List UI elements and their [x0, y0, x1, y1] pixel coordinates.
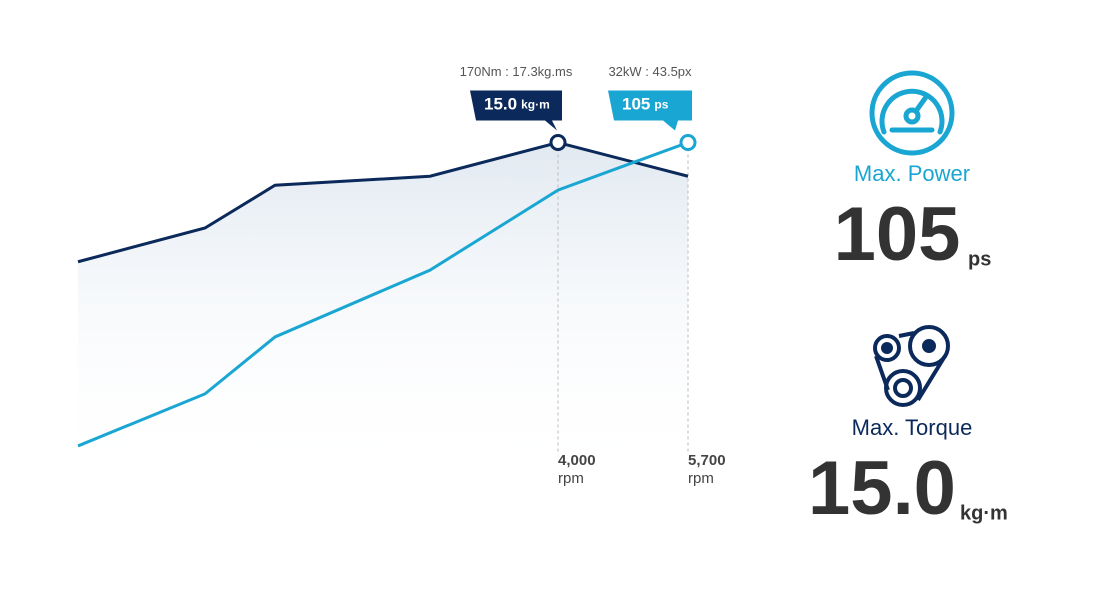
spec-unit: ps	[968, 248, 991, 270]
callout-value: 105 ps	[622, 95, 669, 114]
spec-label: Max. Power	[854, 161, 970, 186]
power-icon	[869, 70, 955, 156]
peak-note: 32kW : 43.5px	[608, 64, 692, 79]
callout-unit: kg·m	[521, 98, 550, 112]
x-unit-label: rpm	[558, 470, 584, 487]
spec-value: 105	[834, 192, 961, 277]
callout-box	[470, 90, 562, 131]
area-fill	[78, 142, 688, 480]
series-line	[77, 141, 689, 448]
peak-marker	[549, 134, 567, 151]
spec-value: 15.0	[808, 446, 956, 531]
spec-label: Max. Torque	[852, 415, 973, 440]
callout-box	[608, 90, 692, 131]
peak-marker	[679, 134, 697, 151]
x-tick-label: 4,000	[558, 452, 596, 469]
spec-unit: kg·m	[960, 502, 1008, 524]
torque-icon	[873, 325, 950, 407]
peak-note: 170Nm : 17.3kg.ms	[460, 64, 573, 79]
callout-value: 15.0 kg·m	[484, 95, 550, 114]
x-unit-label: rpm	[688, 470, 714, 487]
callout-unit: ps	[654, 98, 668, 112]
callout-value: 15.0	[484, 95, 517, 114]
series-line	[77, 140, 689, 264]
callout-value: 105	[622, 95, 650, 114]
x-tick-label: 5,700	[688, 452, 726, 469]
